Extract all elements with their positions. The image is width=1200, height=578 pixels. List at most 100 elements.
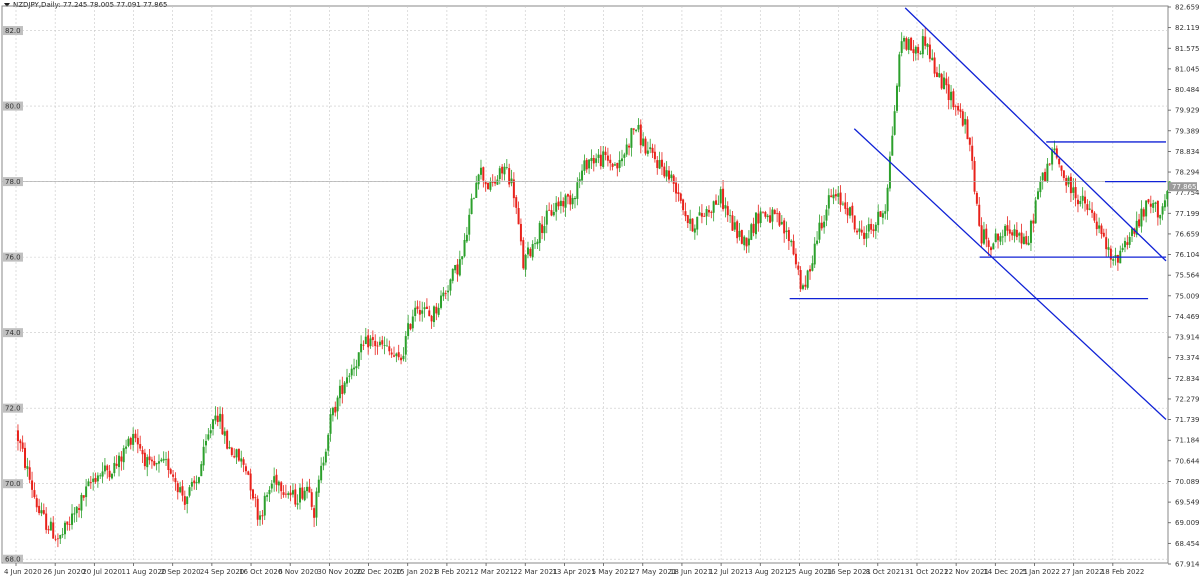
axes: 82.0 80.0 78.0 76.0 74.0 72.0 70.0 68.0 4 Jun 20…	[3, 4, 1200, 576]
candle-body	[92, 478, 95, 482]
candle-body	[588, 159, 591, 169]
candle-body	[400, 357, 403, 361]
candle-body	[16, 430, 19, 442]
candle-body	[63, 522, 66, 535]
candle-body	[898, 54, 901, 87]
candle-body	[221, 414, 224, 435]
candle-body	[792, 240, 795, 255]
candle-body	[381, 340, 384, 345]
candle-body	[409, 323, 412, 330]
candle-body	[404, 336, 407, 355]
x-tick-label: 22 Mar 2021	[513, 568, 557, 576]
candle-body	[263, 495, 266, 516]
candle-body	[33, 490, 36, 498]
x-tick-label: 18 Feb 2022	[1101, 568, 1145, 576]
candle-body	[752, 223, 755, 233]
candle-body	[118, 455, 121, 468]
candle-body	[992, 243, 995, 250]
candle-body	[707, 209, 710, 213]
candle-body	[463, 239, 466, 257]
candle-body	[150, 459, 153, 462]
candle-body	[689, 218, 692, 224]
candle-body	[745, 237, 748, 247]
candle-body	[430, 315, 433, 322]
candle-body	[280, 482, 283, 492]
candle-body	[1046, 163, 1049, 182]
candle-body	[1020, 232, 1023, 244]
candle-body	[642, 138, 645, 146]
candle-body	[240, 458, 243, 462]
candle-body	[226, 430, 229, 449]
candle-body	[56, 538, 59, 540]
candle-body	[122, 448, 125, 463]
candle-body	[1079, 201, 1082, 204]
candle-body	[444, 293, 447, 294]
candle-body	[966, 119, 969, 140]
candle-body	[564, 195, 567, 208]
candle-body	[1142, 209, 1145, 217]
candle-body	[1112, 259, 1115, 261]
candle-body	[790, 240, 793, 243]
candle-body	[990, 247, 993, 251]
candle-body	[266, 495, 269, 497]
right-tick-label: 68.454	[1175, 540, 1200, 548]
candle-body	[35, 498, 38, 508]
candle-body	[982, 229, 985, 244]
candle-body	[787, 230, 790, 242]
candle-body	[181, 486, 184, 496]
x-tick-label: 8 Oct 2021	[866, 568, 905, 576]
candle-body	[811, 263, 814, 271]
plot-frame	[1, 5, 1169, 564]
candle-body	[698, 212, 701, 216]
candle-body	[160, 459, 163, 462]
chevron-down-icon[interactable]	[4, 3, 10, 7]
trendline[interactable]	[904, 7, 1167, 262]
candle-body	[501, 166, 504, 174]
level-box	[3, 101, 23, 111]
x-tick-label: 15 Jan 2021	[396, 568, 438, 576]
candle-body	[686, 215, 689, 224]
candle-body	[508, 168, 511, 185]
candle-body	[722, 188, 725, 210]
candle-body	[820, 222, 823, 229]
candle-body	[82, 495, 85, 498]
candle-body	[1006, 225, 1009, 231]
candle-body	[132, 433, 135, 445]
candle-body	[1074, 187, 1077, 199]
candle-body	[310, 492, 313, 507]
left-level-label: 70.0	[5, 480, 21, 488]
candle-body	[1166, 191, 1169, 200]
candle-body	[108, 470, 111, 478]
candle-body	[395, 353, 398, 357]
candle-body	[47, 529, 50, 531]
candle-body	[42, 510, 45, 514]
x-tick-label: 27 Jan 2022	[1062, 568, 1104, 576]
candle-body	[693, 228, 696, 233]
trendlines[interactable]	[2, 7, 1168, 420]
right-tick-label: 73.914	[1175, 334, 1200, 342]
candle-body	[933, 57, 936, 74]
right-tick-label: 72.834	[1175, 375, 1200, 383]
candle-body	[865, 233, 868, 239]
candle-body	[24, 447, 27, 468]
candle-body	[860, 229, 863, 233]
right-tick-label: 69.009	[1175, 519, 1200, 527]
candle-body	[313, 508, 316, 518]
candle-body	[750, 224, 753, 240]
x-tick-label: 31 Oct 2021	[905, 568, 948, 576]
trendline[interactable]	[853, 128, 1167, 420]
candle-body	[136, 437, 139, 445]
candle-body	[524, 254, 527, 270]
candle-body	[1072, 187, 1075, 193]
x-tick-label: 4 Jun 2020	[4, 568, 42, 576]
candle-body	[165, 459, 168, 461]
candle-body	[219, 413, 222, 422]
candle-body	[759, 211, 762, 224]
candle-body	[299, 487, 301, 503]
candle-body	[1126, 242, 1129, 245]
candle-body	[85, 486, 88, 498]
right-tick-label: 71.739	[1175, 416, 1200, 424]
candle-body	[503, 166, 506, 175]
candle-body	[1133, 228, 1136, 234]
